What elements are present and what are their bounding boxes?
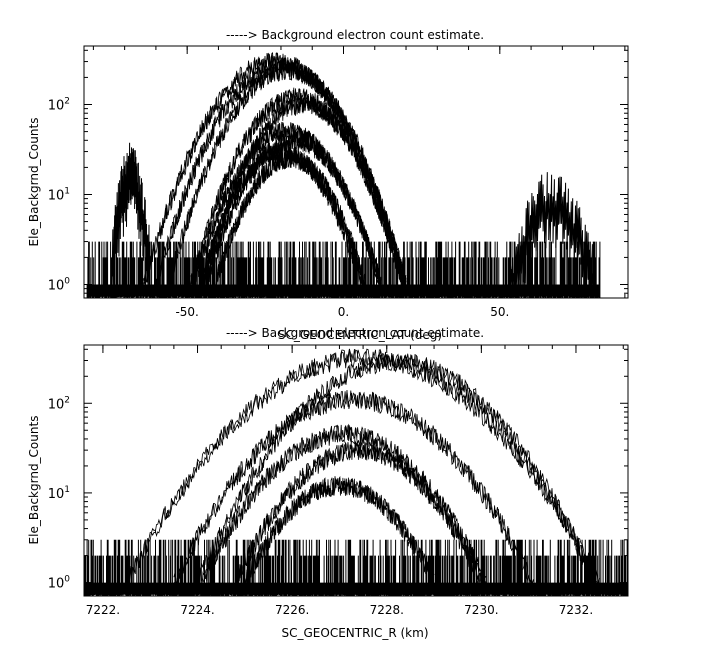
x-tick-label: 7226. bbox=[275, 603, 309, 617]
panel-2-ylabel: Ele_Backgrnd_Counts bbox=[27, 416, 41, 545]
x-tick-label: 0. bbox=[338, 305, 349, 319]
latitude-panel: -----> Background electron count estimat… bbox=[27, 28, 629, 342]
y-tick-label: 100 bbox=[48, 575, 71, 592]
x-tick-label: -50. bbox=[175, 305, 198, 319]
noise-floor bbox=[84, 539, 628, 596]
y-tick-label: 101 bbox=[48, 187, 70, 204]
radius-panel: -----> Background electron count estimat… bbox=[27, 326, 629, 640]
series-trace bbox=[197, 353, 596, 583]
panel-1-ylabel: Ele_Backgrnd_Counts bbox=[27, 118, 41, 247]
panel-2-xlabel: SC_GEOCENTRIC_R (km) bbox=[282, 626, 429, 640]
panel-1-xlabel: SC_GEOCENTRIC_LAT (deg) bbox=[278, 328, 442, 342]
series-trace bbox=[197, 353, 596, 583]
x-tick-label: 7228. bbox=[370, 603, 404, 617]
y-tick-label: 101 bbox=[48, 485, 70, 502]
y-tick-label: 100 bbox=[48, 277, 71, 294]
panel-2-title: -----> Background electron count estimat… bbox=[226, 326, 484, 340]
data-traces bbox=[84, 348, 628, 596]
series-trace bbox=[215, 150, 366, 285]
plot-frame bbox=[83, 344, 629, 597]
x-tick-label: 50. bbox=[490, 305, 509, 319]
panel-1-title: -----> Background electron count estimat… bbox=[226, 28, 484, 42]
burst-trace bbox=[510, 172, 596, 285]
y-tick-label: 102 bbox=[48, 97, 70, 114]
series-trace bbox=[205, 129, 382, 285]
x-tick-label: 7232. bbox=[559, 603, 593, 617]
series-trace bbox=[173, 391, 534, 584]
y-tick-label: 102 bbox=[48, 395, 70, 412]
x-tick-label: 7224. bbox=[180, 603, 214, 617]
x-tick-label: 7222. bbox=[86, 603, 120, 617]
x-tick-label: 7230. bbox=[464, 603, 498, 617]
series-trace bbox=[126, 348, 600, 583]
burst-trace bbox=[111, 142, 151, 285]
data-traces bbox=[86, 52, 601, 298]
series-trace bbox=[189, 88, 403, 285]
series-trace bbox=[235, 441, 482, 583]
series-trace bbox=[244, 476, 435, 583]
